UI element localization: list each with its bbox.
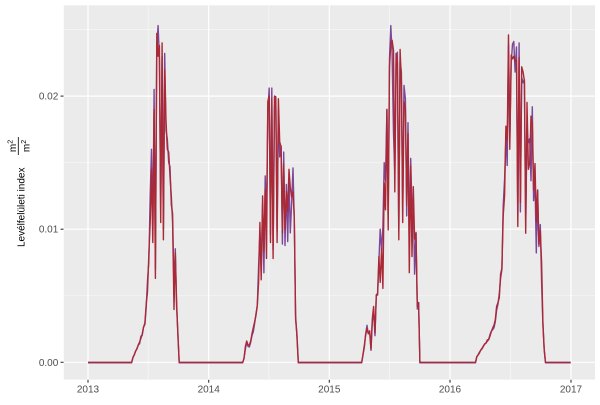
svg-text:m2: m2	[21, 140, 33, 152]
svg-text:2015: 2015	[318, 384, 341, 395]
svg-text:Levélfelületi index: Levélfelületi index	[17, 168, 28, 248]
svg-text:0.01: 0.01	[39, 225, 59, 236]
svg-text:2016: 2016	[439, 384, 462, 395]
svg-text:2013: 2013	[77, 384, 100, 395]
svg-text:0.02: 0.02	[39, 92, 59, 103]
svg-text:2014: 2014	[198, 384, 221, 395]
svg-text:m2: m2	[8, 140, 20, 152]
svg-text:0.00: 0.00	[39, 358, 59, 369]
svg-text:2017: 2017	[560, 384, 583, 395]
